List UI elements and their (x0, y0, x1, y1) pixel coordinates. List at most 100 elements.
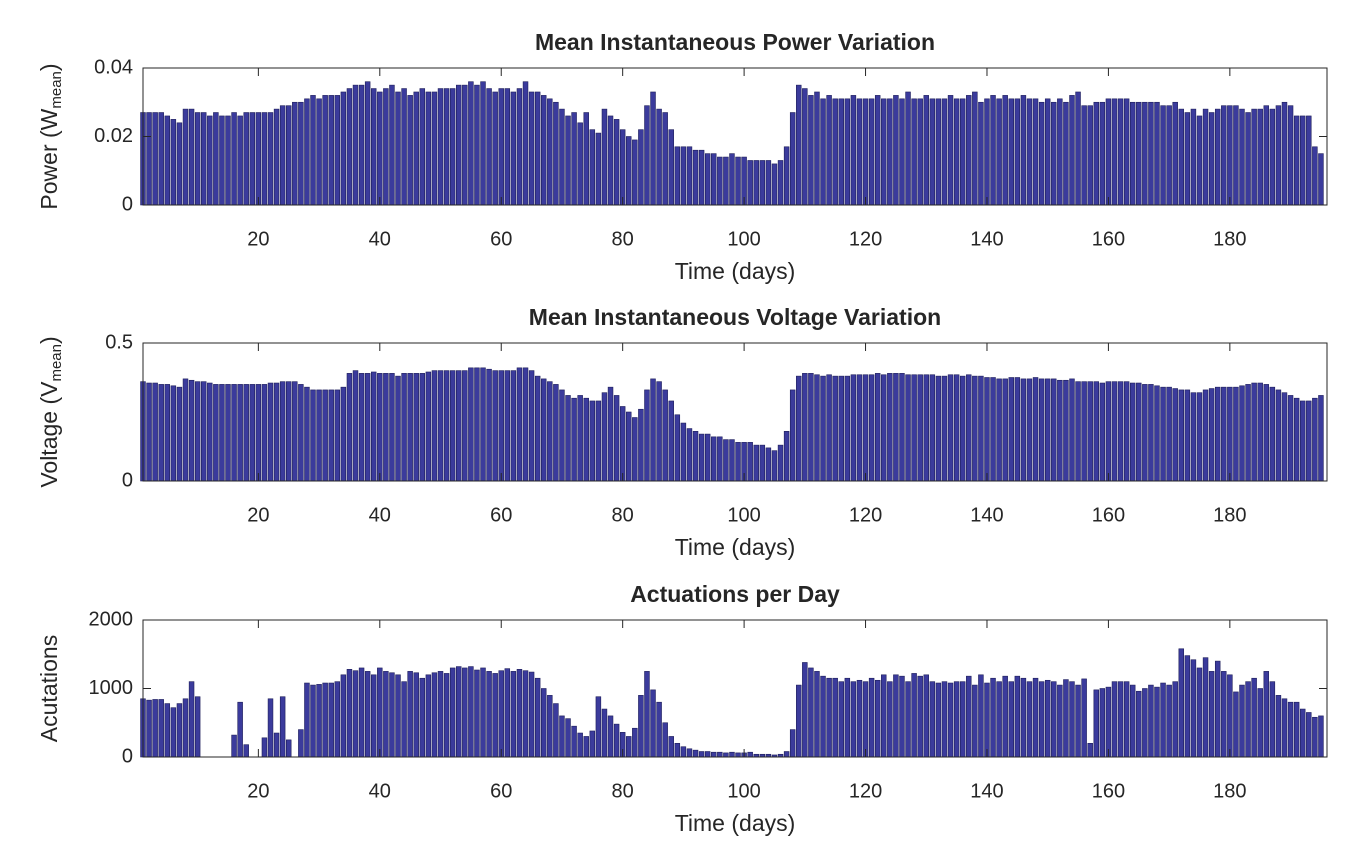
bar (176, 703, 183, 758)
bar (595, 696, 602, 758)
bar (789, 729, 796, 758)
bar (1190, 108, 1197, 206)
bar (577, 395, 583, 482)
bar (796, 84, 802, 206)
bar (231, 112, 237, 206)
y-axis-label: Voltage (Vmean) (36, 336, 65, 487)
bar (959, 375, 966, 482)
bar (1287, 395, 1294, 482)
bar (735, 156, 741, 206)
bar (389, 84, 395, 206)
bar (188, 379, 195, 482)
bar (753, 444, 759, 482)
bar (425, 674, 432, 758)
bar (844, 677, 851, 758)
bar (1142, 688, 1148, 758)
bar (401, 681, 407, 758)
bar (1148, 101, 1154, 206)
bar (516, 669, 523, 758)
bar (1123, 681, 1130, 758)
bar (972, 684, 978, 758)
bar (1026, 681, 1033, 758)
bar (959, 681, 966, 758)
bar (887, 373, 893, 482)
bar (735, 752, 741, 758)
y-axis-label-text: Power (W (36, 108, 62, 209)
bar (1026, 98, 1033, 206)
bar (182, 378, 189, 482)
bar (777, 160, 784, 206)
bar (231, 734, 237, 758)
bar (711, 153, 717, 206)
bar (583, 736, 589, 758)
bar (170, 385, 177, 482)
bar (194, 112, 201, 206)
bar (917, 374, 923, 482)
bar (996, 98, 1002, 206)
bar (158, 384, 164, 482)
bar (474, 367, 480, 482)
bar (1032, 377, 1039, 482)
bar (1136, 101, 1142, 206)
bar (1306, 115, 1312, 206)
bar (419, 677, 426, 758)
bar (449, 88, 456, 206)
bar (188, 681, 195, 758)
bar (310, 95, 316, 206)
bar (334, 389, 341, 482)
bar (1245, 681, 1251, 758)
bar (941, 98, 948, 206)
bar (765, 160, 772, 206)
bar (255, 384, 262, 482)
bar (765, 447, 772, 482)
bar (267, 112, 274, 206)
bar (1069, 681, 1075, 758)
bar (207, 115, 213, 206)
bar (626, 136, 632, 206)
bar (383, 88, 389, 206)
bar (395, 674, 401, 758)
bar (832, 677, 838, 758)
bar (565, 395, 571, 482)
bar (820, 675, 826, 758)
bar (462, 370, 468, 482)
x-tick-label: 120 (849, 504, 882, 526)
bar (1202, 108, 1209, 206)
bar (292, 381, 298, 482)
bar (182, 108, 189, 206)
bar (164, 384, 171, 482)
bar (1075, 381, 1081, 482)
bar (814, 671, 820, 758)
bar (626, 736, 632, 758)
x-tick-label: 20 (247, 228, 269, 250)
bar (959, 98, 966, 206)
bar (565, 115, 571, 206)
bar (874, 95, 881, 206)
bar (650, 378, 656, 482)
bar (686, 146, 693, 206)
bar (1129, 382, 1136, 482)
bar (1166, 684, 1172, 758)
bar (626, 411, 632, 482)
bar (613, 723, 620, 758)
bar (1002, 675, 1008, 758)
bar (759, 160, 766, 206)
bar (1263, 384, 1270, 482)
bar (911, 673, 917, 758)
bar (1312, 397, 1318, 482)
bar (905, 374, 911, 482)
bar (279, 696, 286, 758)
bar (1111, 681, 1118, 758)
bar (1002, 378, 1008, 482)
bar (929, 681, 936, 758)
bar (456, 84, 462, 206)
bar (619, 129, 626, 206)
bar (553, 703, 559, 758)
bar (808, 667, 814, 758)
bar (559, 715, 565, 758)
bar (735, 442, 741, 482)
bar (1020, 378, 1027, 482)
chart-title: Actuations per Day (630, 581, 840, 607)
bar (401, 373, 407, 482)
bar (941, 375, 948, 482)
